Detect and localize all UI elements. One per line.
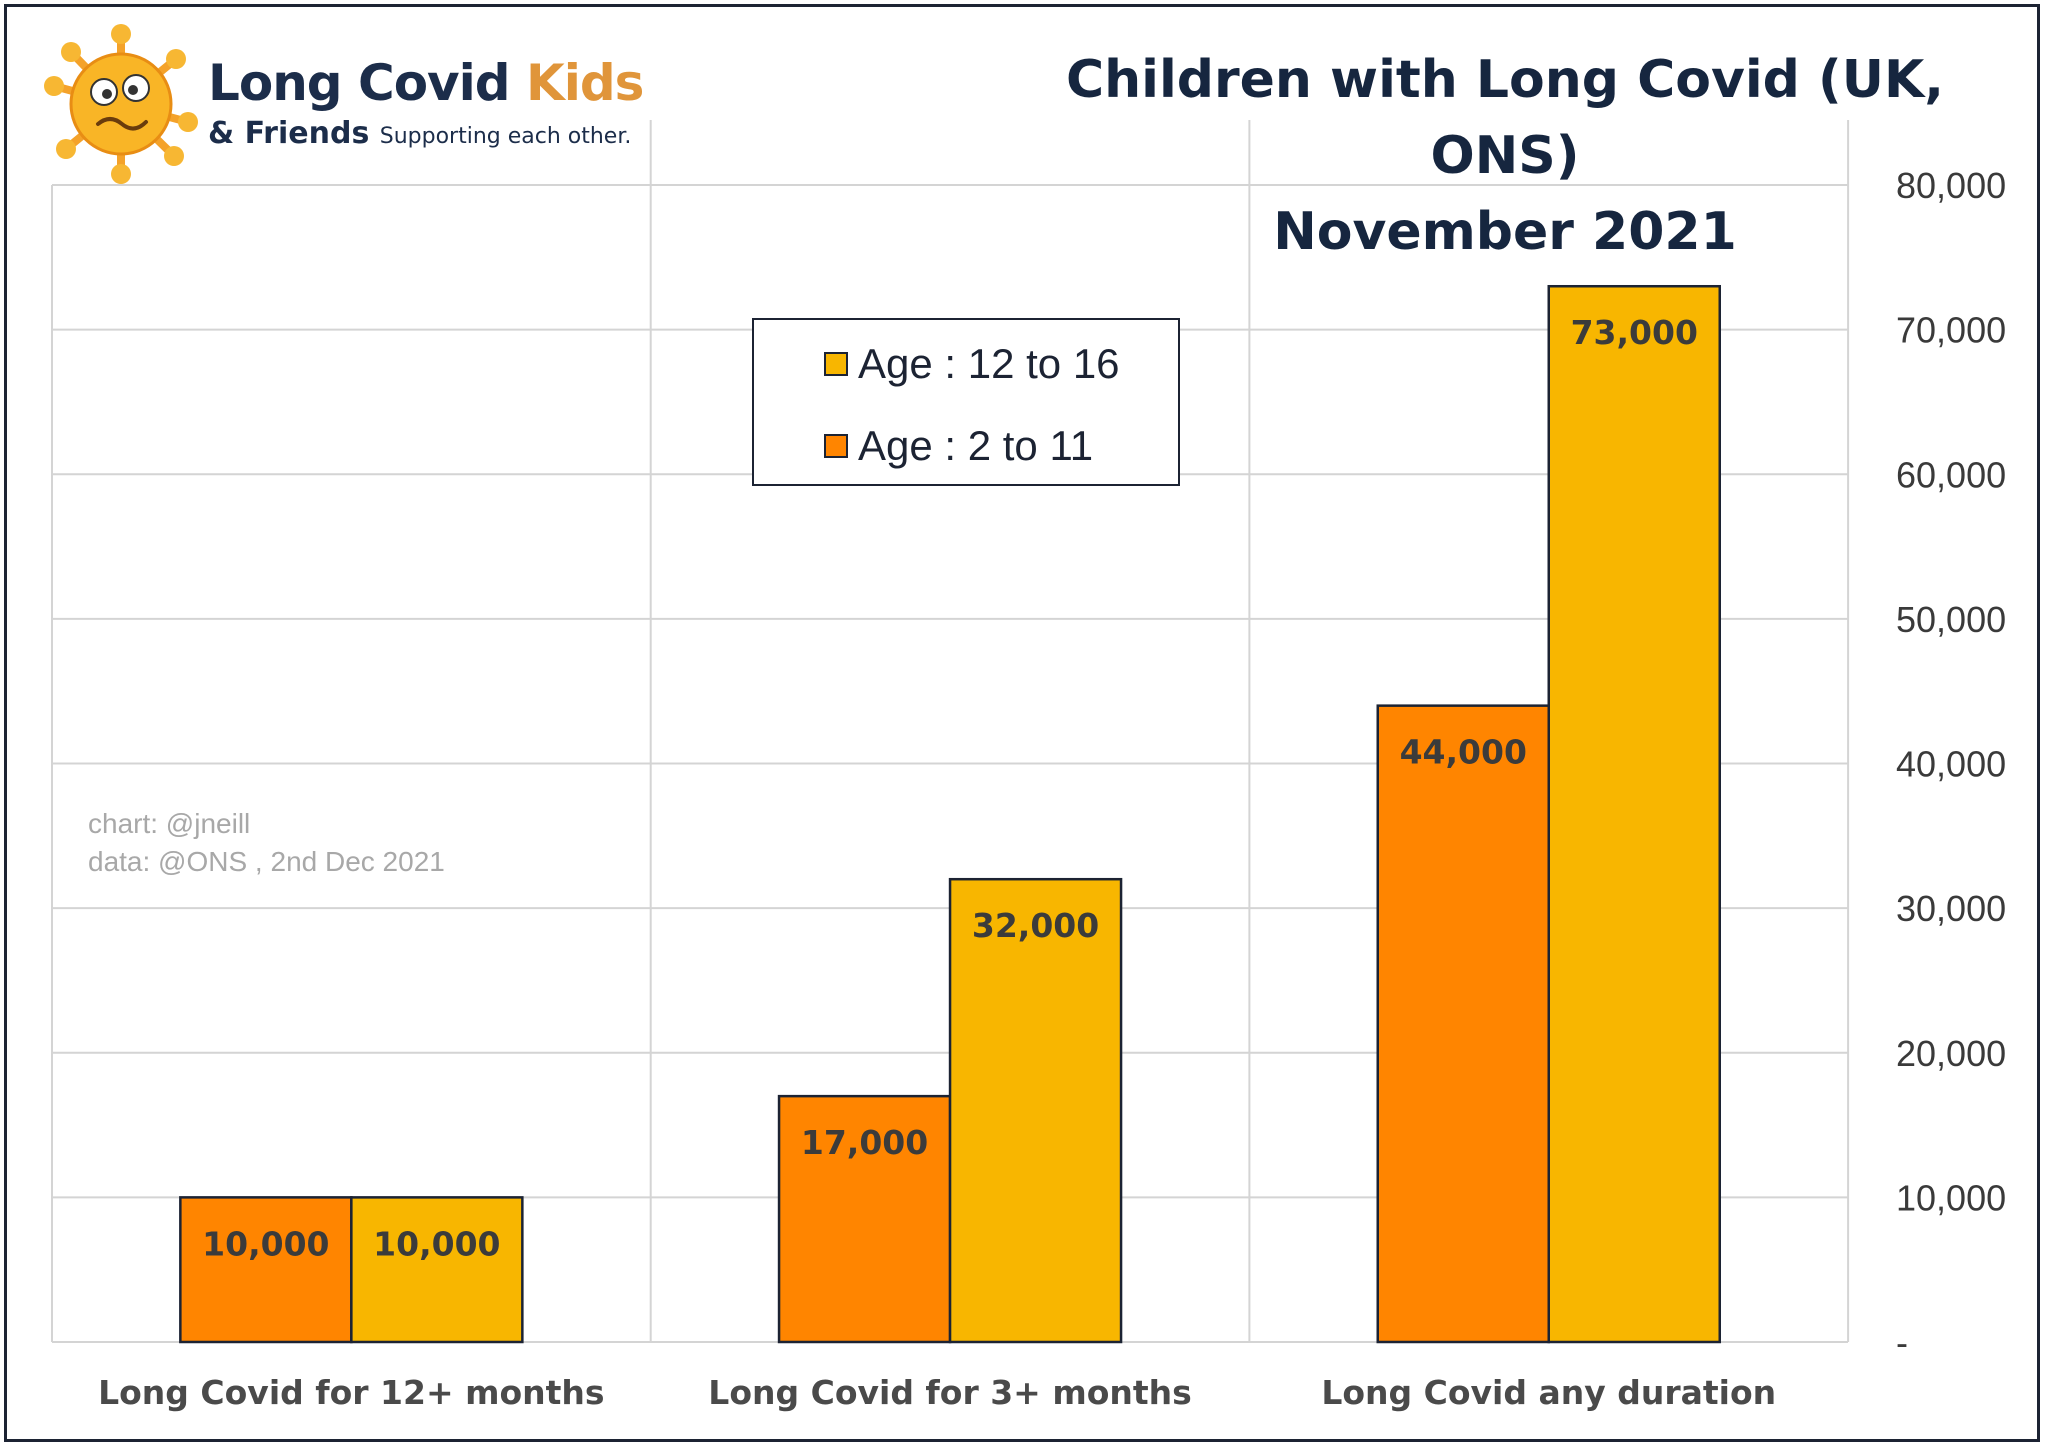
credit-chart: chart: @jneill: [88, 808, 251, 839]
bar-age-2-11: [777, 1094, 952, 1344]
legend-item-age-12-16: Age : 12 to 16: [824, 340, 1120, 388]
data-label: 73,000: [1571, 313, 1698, 352]
logo-subline: & Friends Supporting each other.: [208, 116, 632, 151]
credit-data: data: @ONS , 2nd Dec 2021: [88, 846, 445, 877]
y-tick-label: 10,000: [1896, 1177, 2006, 1218]
logo: Long Covid Kids & Friends Supporting eac…: [36, 24, 656, 184]
y-tick-label: 20,000: [1896, 1033, 2006, 1074]
legend: Age : 12 to 16 Age : 2 to 11: [752, 318, 1180, 486]
x-category-label: Long Covid for 3+ months: [708, 1373, 1191, 1412]
y-axis-ticks: - 10,000 20,000 30,000 40,000 50,000 60,000 70,…: [1896, 165, 2006, 1363]
y-tick-label: 80,000: [1896, 165, 2006, 206]
legend-swatch-age-12-16: [824, 352, 848, 376]
data-labels: 10,000 10,000 17,000 32,000 44,000 73,000: [202, 313, 1698, 1263]
y-tick-label: 50,000: [1896, 599, 2006, 640]
legend-label-age-12-16: Age : 12 to 16: [858, 340, 1120, 387]
y-tick-label: 60,000: [1896, 454, 2006, 495]
bar-age-12-16: [350, 1196, 524, 1344]
data-label: 10,000: [202, 1224, 329, 1263]
x-category-label: Long Covid for 12+ months: [98, 1373, 604, 1412]
chart-title: Children with Long Covid (UK, ONS) Novem…: [1010, 42, 2000, 270]
legend-swatch-age-2-11: [824, 434, 848, 458]
bar-age-12-16: [1547, 284, 1721, 1344]
data-label: 17,000: [801, 1123, 928, 1162]
bar-age-12-16: [948, 877, 1123, 1344]
data-label: 44,000: [1400, 733, 1527, 772]
virus-mascot-icon: [44, 24, 198, 184]
data-label: 32,000: [972, 906, 1099, 945]
chart-title-line2: November 2021: [1273, 202, 1737, 262]
y-tick-label: -: [1896, 1322, 1908, 1363]
chart-title-line1: Children with Long Covid (UK, ONS): [1065, 50, 1945, 186]
y-tick-label: 30,000: [1896, 888, 2006, 929]
bars: [179, 284, 1721, 1344]
legend-label-age-2-11: Age : 2 to 11: [858, 422, 1094, 469]
x-category-label: Long Covid any duration: [1321, 1373, 1776, 1412]
legend-item-age-2-11: Age : 2 to 11: [824, 422, 1093, 470]
logo-name-kids: Kids: [525, 54, 644, 112]
y-tick-label: 40,000: [1896, 744, 2006, 785]
logo-tagline: Supporting each other.: [379, 124, 632, 149]
x-axis-categories: Long Covid for 12+ months Long Covid for …: [98, 1373, 1776, 1412]
y-tick-label: 70,000: [1896, 310, 2006, 351]
data-label: 10,000: [373, 1224, 500, 1263]
logo-name: Long Covid Kids: [208, 54, 644, 112]
bar-age-2-11: [1376, 704, 1550, 1344]
bar-age-2-11: [179, 1196, 353, 1344]
